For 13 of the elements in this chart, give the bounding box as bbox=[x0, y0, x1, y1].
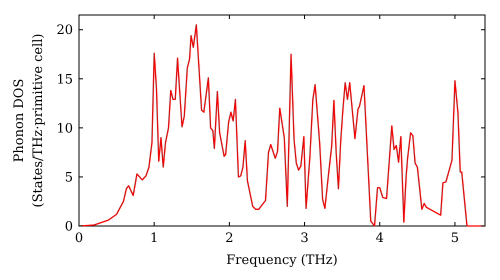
y-axis-title: Phonon DOS (States/THz·primitive cell) bbox=[12, 33, 46, 208]
x-axis-title: Frequency (THz) bbox=[226, 253, 338, 268]
y-tick-label: 5 bbox=[64, 170, 73, 186]
x-tick-label: 0 bbox=[74, 231, 84, 246]
y-tick-label: 15 bbox=[56, 72, 73, 88]
x-tick-label: 1 bbox=[150, 231, 158, 246]
y-tick-label: 10 bbox=[56, 121, 73, 136]
y-tick-label: 20 bbox=[56, 23, 73, 38]
x-tick-label: 3 bbox=[300, 231, 309, 246]
x-tick-label: 5 bbox=[450, 231, 460, 246]
x-tick-label: 2 bbox=[225, 231, 234, 246]
y-tick-label: 0 bbox=[64, 220, 73, 234]
x-tick-label: 4 bbox=[376, 231, 384, 246]
